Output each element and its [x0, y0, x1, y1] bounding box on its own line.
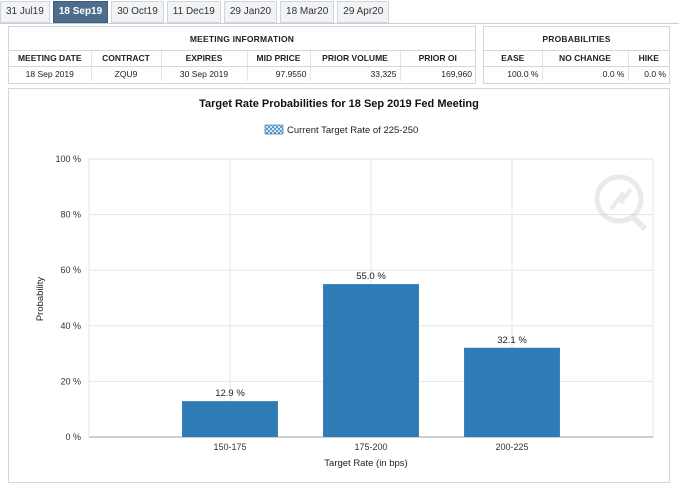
probability-chart: Target Rate Probabilities for 18 Sep 201…	[35, 98, 654, 469]
chart-legend: Current Target Rate of 225-250	[264, 124, 418, 136]
ease-header: EASE	[484, 51, 543, 67]
probabilities-table: EASE NO CHANGE HIKE 100.0 % 0.0 % 0.0 %	[484, 51, 669, 81]
chart-bars	[182, 284, 560, 437]
bar-value-label: 12.9 %	[215, 388, 245, 399]
chart-labels: 12.9 % 150-175 55.0 % 175-200 32.1 % 200-225	[213, 271, 528, 452]
y-tick-label: 100 %	[55, 154, 81, 164]
probabilities-title: PROBABILITIES	[484, 27, 669, 51]
y-tick-label: 80 %	[60, 210, 81, 220]
tab-30-oct19[interactable]: 30 Oct19	[111, 1, 164, 23]
meeting-information-title: MEETING INFORMATION	[9, 27, 475, 51]
tab-29-jan20[interactable]: 29 Jan20	[223, 1, 278, 23]
x-axis-title: Target Rate (in bps)	[324, 458, 407, 469]
legend-swatch	[264, 124, 284, 135]
bar-175-200	[323, 284, 419, 437]
y-tick-label: 60 %	[60, 265, 81, 275]
no-change-cell: 0.0 %	[542, 66, 629, 81]
tab-18-sep19[interactable]: 18 Sep19	[52, 1, 109, 23]
bar-150-175	[182, 401, 278, 437]
hike-header: HIKE	[628, 51, 669, 67]
probabilities-panel: PROBABILITIES EASE NO CHANGE HIKE 100.0 …	[483, 26, 670, 84]
y-tick-label: 40 %	[60, 321, 81, 331]
y-tick-label: 0 %	[65, 432, 81, 442]
watermark-logo	[594, 174, 648, 232]
prior-volume-cell: 33,325	[310, 66, 401, 81]
bar-200-225	[464, 347, 560, 437]
meeting-date-header: MEETING DATE	[9, 51, 92, 67]
ease-cell: 100.0 %	[484, 66, 543, 81]
meeting-date-cell: 18 Sep 2019	[9, 66, 92, 81]
x-tick-label: 175-200	[354, 442, 387, 452]
tab-31-jul19[interactable]: 31 Jul19	[0, 1, 50, 23]
prior-volume-header: PRIOR VOLUME	[310, 51, 401, 67]
no-change-header: NO CHANGE	[542, 51, 629, 67]
chart-title: Target Rate Probabilities for 18 Sep 201…	[199, 98, 479, 110]
legend-label: Current Target Rate of 225-250	[287, 125, 418, 136]
meeting-information-table: MEETING DATE CONTRACT EXPIRES MID PRICE …	[9, 51, 475, 81]
contract-cell: ZQU9	[91, 66, 162, 81]
contract-header: CONTRACT	[91, 51, 162, 67]
prior-oi-header: PRIOR OI	[400, 51, 475, 67]
bar-value-label: 32.1 %	[497, 335, 527, 346]
tab-divider	[0, 23, 679, 24]
meeting-tabs: 31 Jul19 18 Sep19 30 Oct19 11 Dec19 29 Jan20…	[0, 0, 392, 24]
hike-cell: 0.0 %	[644, 68, 666, 79]
mid-price-header: MID PRICE	[247, 51, 311, 67]
prior-oi-cell: 169,960	[441, 68, 472, 79]
expires-cell: 30 Sep 2019	[161, 66, 248, 81]
meeting-information-panel: MEETING INFORMATION MEETING DATE CONTRAC…	[8, 26, 476, 84]
y-tick-label: 20 %	[60, 376, 81, 386]
tab-18-mar20[interactable]: 18 Mar20	[280, 1, 335, 23]
chart-container: Target Rate Probabilities for 18 Sep 201…	[8, 88, 670, 483]
tab-29-apr20[interactable]: 29 Apr20	[337, 1, 390, 23]
y-axis-title: Probability	[35, 277, 46, 322]
mid-price-cell: 97.9550	[247, 66, 311, 81]
x-tick-label: 200-225	[495, 442, 528, 452]
tab-11-dec19[interactable]: 11 Dec19	[166, 1, 221, 23]
bar-value-label: 55.0 %	[356, 271, 386, 282]
x-tick-label: 150-175	[213, 442, 246, 452]
expires-header: EXPIRES	[161, 51, 248, 67]
